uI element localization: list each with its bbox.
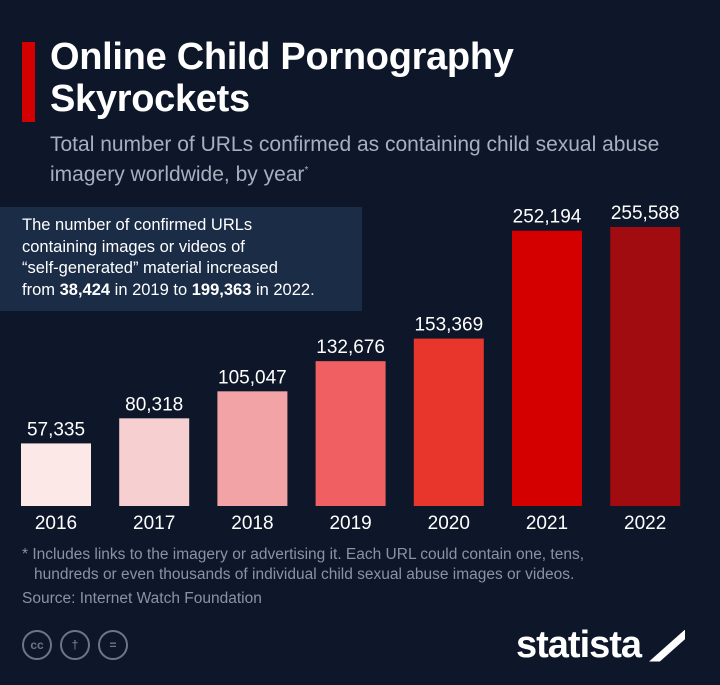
value-label: 153,369 — [414, 315, 483, 336]
source-text: Source: Internet Watch Foundation — [22, 590, 262, 607]
chart-title: Online Child Pornography Skyrockets — [50, 36, 514, 120]
x-tick-label: 2021 — [526, 513, 568, 534]
annotation-line: “self-generated” material increased — [22, 259, 278, 277]
value-label: 57,335 — [27, 419, 85, 440]
bar-2018 — [217, 391, 288, 506]
value-label: 252,194 — [513, 207, 582, 228]
bar-2022 — [610, 227, 681, 506]
bar-2016 — [21, 443, 91, 506]
value-label: 105,047 — [218, 367, 287, 388]
footnote-line: * Includes links to the imagery or adver… — [22, 546, 585, 563]
statista-logo-icon — [649, 629, 686, 662]
annotation-line: from 38,424 in 2019 to 199,363 in 2022. — [22, 280, 315, 299]
bar-2021 — [512, 230, 582, 506]
creative-commons-icon[interactable]: cc — [22, 630, 52, 660]
value-label: 132,676 — [316, 337, 385, 358]
value-label: 255,588 — [611, 203, 680, 224]
title-accent-bar — [22, 42, 35, 122]
footnote-line: hundreds or even thousands of individual… — [34, 566, 575, 583]
license-icons: cc † = — [22, 630, 128, 660]
value-label: 80,318 — [125, 394, 183, 415]
x-tick-label: 2017 — [133, 513, 175, 534]
annotation-line: The number of confirmed URLs — [22, 216, 253, 234]
bar-2020 — [413, 338, 484, 506]
x-tick-label: 2016 — [35, 513, 77, 534]
x-tick-label: 2018 — [231, 513, 273, 534]
x-tick-label: 2019 — [329, 513, 371, 534]
no-derivatives-icon[interactable]: = — [98, 630, 128, 660]
attribution-icon[interactable]: † — [60, 630, 90, 660]
x-tick-label: 2020 — [428, 513, 470, 534]
annotation-line: containing images or videos of — [22, 237, 245, 256]
footnote: * Includes links to the imagery or adver… — [22, 545, 584, 609]
x-tick-label: 2022 — [624, 513, 666, 534]
annotation-box: The number of confirmed URLs containing … — [0, 207, 362, 311]
chart-subtitle: Total number of URLs confirmed as contai… — [50, 133, 660, 186]
statista-logo[interactable]: statista — [516, 624, 686, 667]
bar-2019 — [315, 361, 386, 506]
bar-2017 — [119, 418, 190, 506]
